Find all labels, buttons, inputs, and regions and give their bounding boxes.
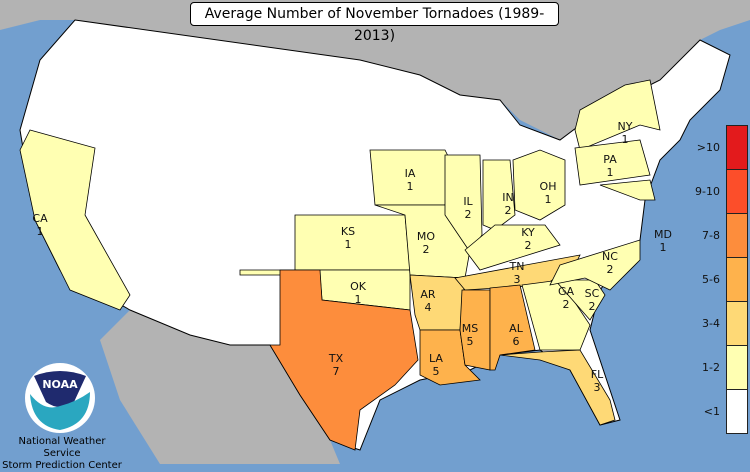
state-value-label: 2	[525, 239, 532, 252]
state-value-label: 1	[660, 241, 667, 254]
legend: >10 9-10 7-8 5-6 3-4 1-2 <1	[695, 125, 748, 434]
state-value-label: 1	[37, 225, 44, 238]
state-ky	[464, 224, 561, 271]
legend-swatch	[726, 213, 748, 258]
credit-line-2: Storm Prediction Center	[2, 460, 122, 471]
credit: National Weather Service Storm Predictio…	[2, 436, 122, 472]
legend-label: 5-6	[702, 273, 720, 286]
state-abbr-label: AL	[509, 322, 524, 335]
noaa-logo: NOAA	[25, 363, 95, 433]
state-abbr-label: LA	[429, 352, 443, 365]
state-abbr-label: IA	[405, 167, 416, 180]
state-ar	[409, 274, 466, 331]
noaa-logo-text: NOAA	[42, 378, 78, 391]
state-abbr-label: MS	[462, 322, 478, 335]
state-value-label: 3	[594, 381, 601, 394]
state-value-label: 2	[607, 263, 614, 276]
state-abbr-label: NY	[618, 120, 633, 133]
state-value-label: 1	[545, 193, 552, 206]
map-title: Average Number of November Tornadoes (19…	[190, 2, 559, 44]
state-abbr-label: KY	[521, 226, 535, 239]
state-ny	[574, 79, 661, 151]
state-value-label: 1	[622, 133, 629, 146]
state-value-label: 2	[423, 243, 430, 256]
legend-swatch	[726, 257, 748, 302]
legend-swatch	[726, 301, 748, 346]
state-value-label: 5	[433, 365, 440, 378]
state-value-label: 2	[465, 208, 472, 221]
mexico-land	[100, 310, 340, 464]
state-abbr-label: OK	[350, 280, 367, 293]
state-ms	[459, 289, 491, 371]
state-abbr-label: MO	[417, 230, 435, 243]
state-value-label: 3	[514, 273, 521, 286]
state-layer	[19, 79, 661, 451]
state-abbr-label: SC	[585, 287, 600, 300]
state-ks	[294, 214, 411, 271]
state-in	[482, 159, 516, 231]
state-abbr-label: CA	[32, 212, 48, 225]
legend-label: 9-10	[695, 185, 720, 198]
credit-line-1: National Weather Service	[18, 436, 106, 459]
state-value-label: 5	[467, 335, 474, 348]
state-abbr-label: MD	[654, 228, 672, 241]
legend-label: >10	[696, 141, 720, 154]
state-abbr-label: NC	[602, 250, 618, 263]
state-sc	[554, 279, 606, 321]
state-ca	[19, 129, 131, 311]
legend-label: <1	[703, 405, 720, 418]
state-value-label: 2	[505, 204, 512, 217]
legend-label: 3-4	[702, 317, 720, 330]
state-value-label: 1	[407, 180, 414, 193]
state-fl	[499, 349, 616, 426]
state-value-label: 7	[333, 365, 340, 378]
state-abbr-label: FL	[591, 368, 604, 381]
state-abbr-label: KS	[341, 225, 355, 238]
legend-swatch	[726, 345, 748, 390]
state-abbr-label: GA	[558, 285, 575, 298]
legend-swatch	[726, 169, 748, 214]
state-abbr-label: PA	[603, 153, 617, 166]
state-abbr-label: IN	[502, 191, 513, 204]
state-value-label: 1	[345, 238, 352, 251]
state-value-label: 4	[425, 301, 432, 314]
legend-label: 7-8	[702, 229, 720, 242]
legend-swatch	[726, 125, 748, 170]
state-abbr-label: TX	[328, 352, 344, 365]
state-label-layer: CA1 KS1OK1TX7IA1MO2AR4LA5IL2IN2OH1KY2TN3M…	[32, 120, 672, 394]
canada-land	[0, 0, 750, 140]
state-value-label: 2	[563, 298, 570, 311]
state-value-label: 1	[607, 166, 614, 179]
state-nc	[549, 239, 641, 291]
state-value-label: 6	[513, 335, 520, 348]
state-md	[599, 179, 656, 201]
legend-swatch	[726, 389, 748, 434]
state-abbr-label: TN	[509, 260, 525, 273]
state-oh	[512, 149, 566, 221]
legend-label: 1-2	[702, 361, 720, 374]
state-abbr-label: OH	[540, 180, 557, 193]
state-tx	[230, 269, 419, 451]
state-pa	[574, 139, 651, 186]
state-value-label: 1	[355, 293, 362, 306]
state-abbr-label: AR	[420, 288, 436, 301]
state-abbr-label: IL	[463, 195, 473, 208]
state-value-label: 2	[589, 300, 596, 313]
